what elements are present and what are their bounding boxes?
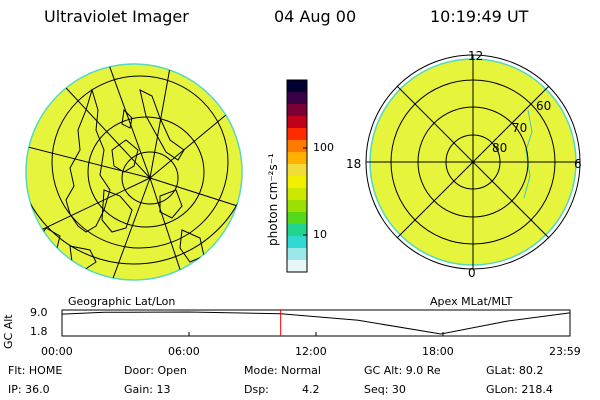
colorbar-swatch: [287, 248, 307, 261]
meridian-line: [26, 144, 151, 179]
gain-status: Gain: 13: [124, 383, 171, 396]
dsp-label: Dsp:: [244, 383, 269, 396]
altitude-plot: [61, 309, 571, 337]
seq-status: Seq: 30: [364, 383, 406, 396]
geographic-image-disk: [25, 63, 243, 281]
colorbar-swatch: [287, 92, 307, 105]
colorbar-swatch: [287, 104, 307, 117]
apex-map: [365, 54, 581, 270]
colorbar-tick-10: 10: [313, 228, 327, 241]
geographic-map: [25, 63, 243, 281]
altitude-curve: [61, 311, 570, 335]
time-tick-label: 12:00: [295, 345, 327, 358]
door-status: Door: Open: [124, 364, 187, 377]
colorbar-swatch: [287, 212, 307, 225]
instrument-title: Ultraviolet Imager: [44, 7, 189, 26]
apex-caption: Apex MLat/MLT: [430, 295, 513, 308]
ip-status: IP: 36.0: [8, 383, 50, 396]
glat-status: GLat: 80.2: [486, 364, 544, 377]
geographic-caption: Geographic Lat/Lon: [68, 295, 176, 308]
coastline: [111, 139, 139, 173]
coastline: [159, 189, 183, 219]
colorbar-tick-100: 100: [313, 141, 334, 154]
gc-altitude-status: GC Alt: 9.0 Re: [364, 364, 441, 377]
coastline: [139, 89, 185, 161]
latitude-circle-60: [51, 75, 229, 249]
colorbar-swatch: [287, 116, 307, 129]
colorbar-frame: [286, 79, 308, 273]
coastline: [65, 88, 111, 233]
time-tick-label: 06:00: [168, 345, 200, 358]
date-label: 04 Aug 00: [274, 7, 357, 26]
mlt-line-diagonal: [396, 85, 550, 239]
coastline: [69, 245, 97, 271]
colorbar-swatch: [287, 164, 307, 177]
mode-status: Mode: Normal: [244, 364, 321, 377]
time-tick-label: 00:00: [41, 345, 73, 358]
auroral-edge: [523, 109, 533, 199]
meridian-line: [149, 177, 242, 211]
colorbar: [286, 79, 308, 273]
mlt-label-0: 0: [468, 266, 476, 280]
latitude-circle-80: [121, 151, 179, 205]
dsp-value: 4.2: [302, 383, 320, 396]
coastline: [101, 189, 133, 233]
altitude-ylabel: GC Alt: [2, 314, 15, 349]
colorbar-swatch: [287, 80, 307, 93]
colorbar-swatch: [287, 260, 307, 273]
meridian-line: [99, 64, 151, 179]
mlt-label-6: 6: [574, 157, 582, 171]
mlat-label-80: 80: [492, 141, 508, 155]
colorbar-unit-label: photon cm⁻²s⁻¹: [266, 153, 280, 246]
meridian-line: [149, 64, 176, 179]
time-axis-ticks: [61, 332, 571, 336]
glon-status: GLon: 218.4: [486, 383, 553, 396]
colorbar-swatch: [287, 236, 307, 249]
altitude-ytick-low: 1.8: [30, 325, 48, 338]
time-tick-label: 18:00: [422, 345, 454, 358]
colorbar-swatch: [287, 224, 307, 237]
coastline: [121, 108, 133, 129]
time-label: 10:19:49 UT: [430, 7, 529, 26]
latitude-circle-50: [26, 64, 242, 265]
mlat-label-60: 60: [536, 99, 552, 113]
colorbar-swatch: [287, 200, 307, 213]
colorbar-swatch: [287, 140, 307, 153]
flight-status: Flt: HOME: [8, 364, 63, 377]
mlat-label-70: 70: [512, 121, 528, 135]
mlt-label-12: 12: [468, 49, 484, 63]
colorbar-swatch: [287, 128, 307, 141]
colorbar-swatch: [287, 152, 307, 165]
colorbar-swatch: [287, 188, 307, 201]
coastline: [26, 261, 53, 280]
colorbar-swatch: [287, 176, 307, 189]
altitude-ytick-high: 9.0: [30, 306, 48, 319]
mlt-label-18: 18: [346, 157, 362, 171]
coastline: [179, 229, 205, 263]
time-tick-label: 23:59: [549, 345, 581, 358]
